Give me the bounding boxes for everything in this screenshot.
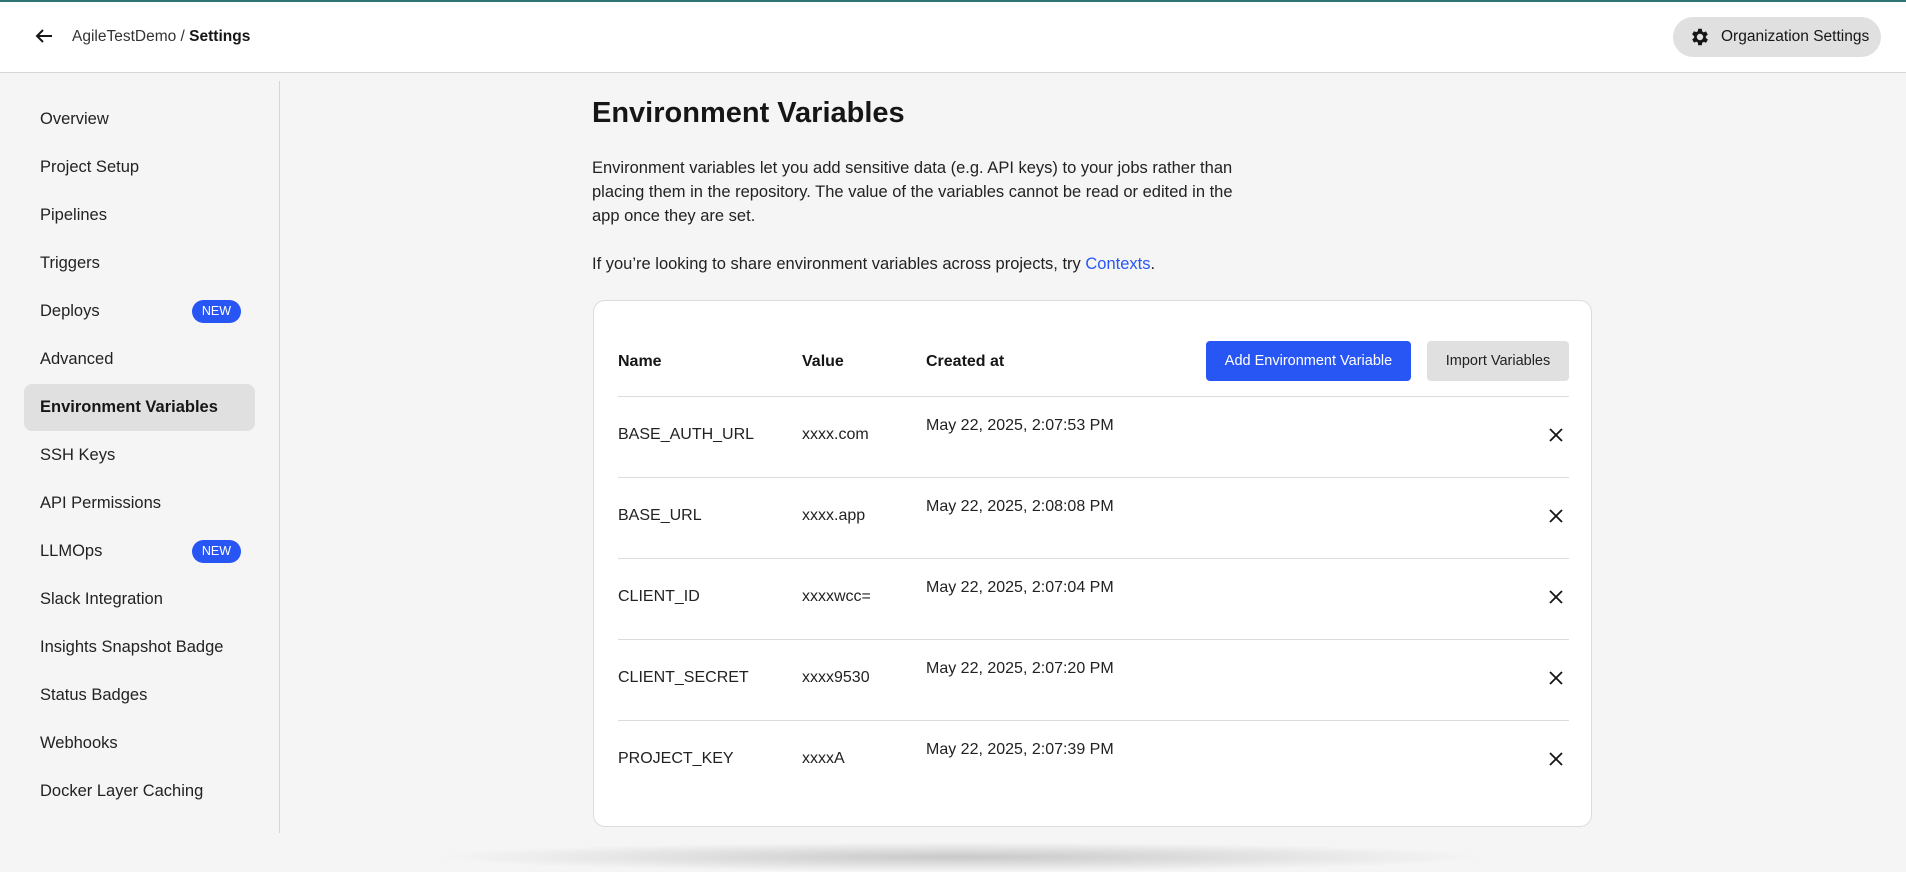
bottom-shadow	[430, 842, 1490, 872]
sidebar-item-environment-variables[interactable]: Environment Variables	[24, 384, 255, 431]
delete-variable-close-icon[interactable]	[1548, 670, 1564, 686]
variable-value: xxxx.app	[802, 507, 866, 524]
breadcrumb: AgileTestDemo / Settings	[72, 28, 250, 46]
back-arrow-icon[interactable]	[32, 24, 56, 48]
column-header-name: Name	[618, 353, 662, 370]
sidebar-item-overview[interactable]: Overview	[24, 96, 255, 143]
sidebar-item-triggers[interactable]: Triggers	[24, 240, 255, 287]
sidebar-item-pipelines[interactable]: Pipelines	[24, 192, 255, 239]
contexts-note-period: .	[1150, 255, 1156, 273]
contexts-note: If you’re looking to share environment v…	[592, 252, 1242, 276]
sidebar-item-label: Deploys	[40, 302, 100, 320]
table-row: PROJECT_KEY xxxxA May 22, 2025, 2:07:39 PM	[618, 720, 1569, 801]
page-description: Environment variables let you add sensit…	[592, 159, 1233, 225]
sidebar-item-label: Project Setup	[40, 158, 140, 176]
variable-created-at: May 22, 2025, 2:08:08 PM	[926, 498, 1114, 515]
sidebar-item-slack-integration[interactable]: Slack Integration	[24, 576, 255, 623]
variable-created-at: May 22, 2025, 2:07:53 PM	[926, 417, 1114, 434]
sidebar-item-label: Triggers	[40, 254, 100, 272]
table-row: CLIENT_ID xxxxwcc= May 22, 2025, 2:07:04 P…	[618, 558, 1569, 639]
table-row: BASE_AUTH_URL xxxx.com May 22, 2025, 2:07:…	[618, 396, 1569, 477]
sidebar-item-label: API Permissions	[40, 494, 162, 512]
sidebar-item-api-permissions[interactable]: API Permissions	[24, 480, 255, 527]
sidebar: Overview Project Setup Pipelines Triggers De…	[0, 73, 280, 856]
sidebar-item-insights-snapshot-badge[interactable]: Insights Snapshot Badge	[24, 624, 255, 671]
column-header-value: Value	[802, 353, 844, 370]
window-top-border	[0, 0, 1906, 2]
top-header: AgileTestDemo / Settings Organization Se…	[0, 2, 1906, 73]
sidebar-item-project-setup[interactable]: Project Setup	[24, 144, 255, 191]
variable-value: xxxx.com	[802, 426, 869, 443]
breadcrumb-project[interactable]: AgileTestDemo	[72, 28, 177, 45]
table-row: BASE_URL xxxx.app May 22, 2025, 2:08:08 PM	[618, 477, 1569, 558]
env-vars-table-card: Name Value Created at Add Environment Va…	[593, 300, 1592, 827]
sidebar-item-label: Advanced	[40, 350, 114, 368]
variable-name: CLIENT_ID	[618, 588, 700, 605]
sidebar-item-status-badges[interactable]: Status Badges	[24, 672, 255, 719]
import-variables-button[interactable]: Import Variables	[1427, 341, 1569, 381]
variable-created-at: May 22, 2025, 2:07:39 PM	[926, 741, 1114, 758]
sidebar-item-label: Overview	[40, 110, 109, 128]
delete-variable-close-icon[interactable]	[1548, 508, 1564, 524]
delete-variable-close-icon[interactable]	[1548, 589, 1564, 605]
organization-settings-label: Organization Settings	[1721, 28, 1870, 45]
add-environment-variable-button[interactable]: Add Environment Variable	[1206, 341, 1411, 381]
variable-value: xxxx9530	[802, 669, 870, 686]
organization-settings-button[interactable]: Organization Settings	[1673, 17, 1881, 57]
sidebar-item-label: SSH Keys	[40, 446, 116, 464]
new-badge: NEW	[191, 540, 241, 563]
variable-value: xxxxA	[802, 750, 845, 767]
delete-variable-close-icon[interactable]	[1548, 751, 1564, 767]
sidebar-divider	[279, 81, 280, 833]
sidebar-item-webhooks[interactable]: Webhooks	[24, 720, 255, 767]
variable-name: BASE_AUTH_URL	[618, 426, 755, 443]
contexts-link[interactable]: Contexts	[1085, 255, 1151, 273]
variable-name: CLIENT_SECRET	[618, 669, 749, 686]
sidebar-item-label: Environment Variables	[40, 398, 218, 416]
sidebar-item-label: LLMOps	[40, 542, 103, 560]
sidebar-item-docker-layer-caching[interactable]: Docker Layer Caching	[24, 768, 255, 815]
table-row: CLIENT_SECRET xxxx9530 May 22, 2025, 2:07:…	[618, 639, 1569, 720]
sidebar-item-label: Pipelines	[40, 206, 107, 224]
breadcrumb-current: Settings	[189, 28, 251, 45]
gear-icon	[1692, 28, 1708, 46]
contexts-note-text: If you’re looking to share environment v…	[592, 255, 1086, 273]
sidebar-item-label: Slack Integration	[40, 590, 163, 608]
breadcrumb-separator: /	[176, 28, 190, 45]
sidebar-item-llmops[interactable]: LLMOps NEW	[24, 528, 255, 575]
sidebar-item-label: Docker Layer Caching	[40, 782, 204, 800]
column-header-created-at: Created at	[926, 353, 1005, 370]
variable-created-at: May 22, 2025, 2:07:20 PM	[926, 660, 1114, 677]
variable-created-at: May 22, 2025, 2:07:04 PM	[926, 579, 1114, 596]
sidebar-item-label: Insights Snapshot Badge	[40, 638, 224, 656]
sidebar-item-ssh-keys[interactable]: SSH Keys	[24, 432, 255, 479]
sidebar-item-deploys[interactable]: Deploys NEW	[24, 288, 255, 335]
new-badge: NEW	[191, 300, 241, 323]
page-title: Environment Variables	[592, 97, 905, 129]
delete-variable-close-icon[interactable]	[1548, 427, 1564, 443]
sidebar-item-label: Status Badges	[40, 686, 148, 704]
variable-name: BASE_URL	[618, 507, 702, 524]
variable-name: PROJECT_KEY	[618, 750, 734, 767]
sidebar-item-advanced[interactable]: Advanced	[24, 336, 255, 383]
variable-value: xxxxwcc=	[802, 588, 871, 605]
sidebar-item-label: Webhooks	[40, 734, 118, 752]
